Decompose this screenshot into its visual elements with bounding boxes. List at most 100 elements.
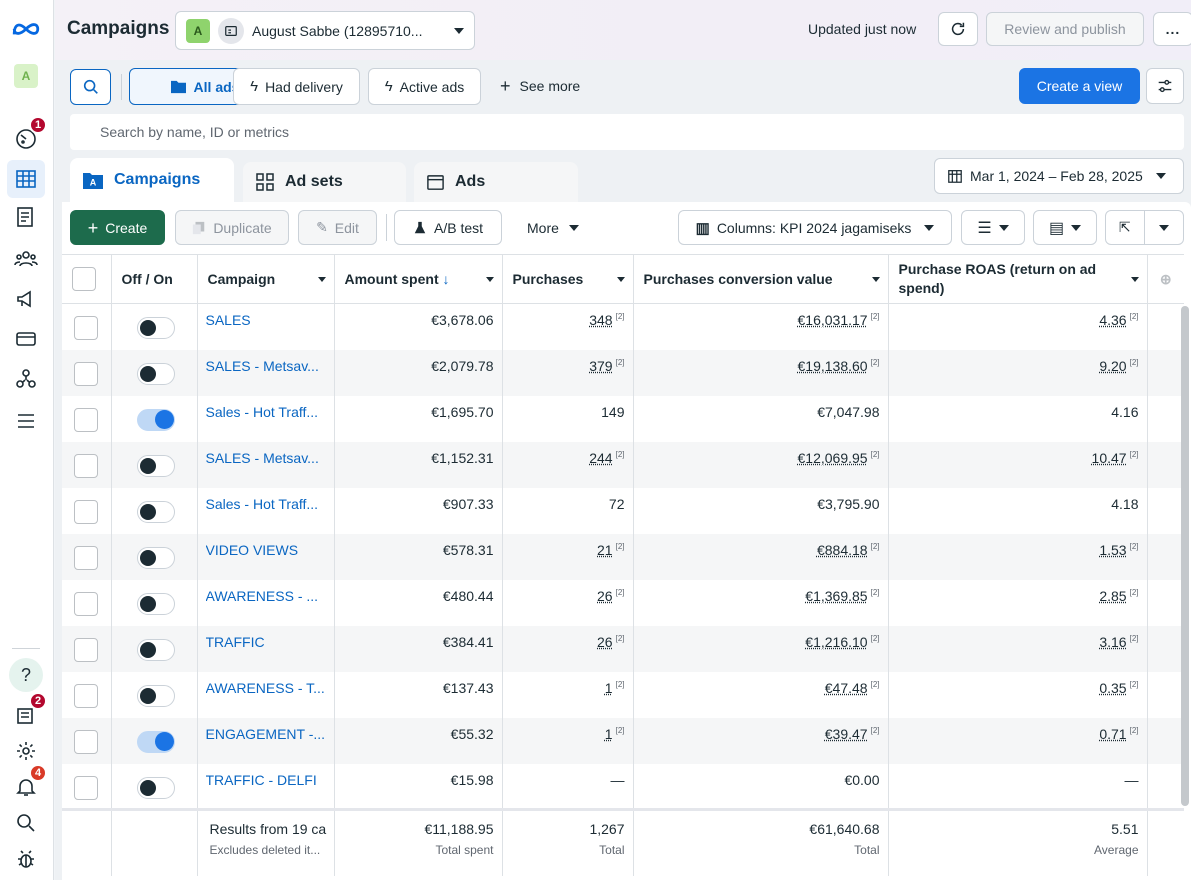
create-button[interactable]: + Create: [70, 210, 165, 245]
pages-icon[interactable]: [7, 198, 45, 236]
header-purchases[interactable]: Purchases: [502, 255, 633, 304]
campaign-name-link[interactable]: TRAFFIC: [206, 634, 326, 650]
campaign-name-link[interactable]: VIDEO VIEWS: [206, 542, 326, 558]
purchases-value[interactable]: 21: [597, 542, 613, 558]
purchases-value[interactable]: 26: [597, 588, 613, 604]
table-row[interactable]: Sales - Hot Traff... €907.33 72 €3,795.90 4.…: [62, 488, 1184, 534]
purchases-value[interactable]: 26: [597, 634, 613, 650]
more-actions-button[interactable]: More: [527, 220, 579, 236]
campaign-toggle[interactable]: [137, 731, 175, 753]
refresh-button[interactable]: [938, 12, 978, 46]
campaign-name-link[interactable]: Sales - Hot Traff...: [206, 496, 326, 512]
search-toggle-button[interactable]: [70, 69, 111, 105]
campaign-toggle[interactable]: [137, 547, 175, 569]
review-publish-button[interactable]: Review and publish: [986, 12, 1144, 46]
inbox-icon[interactable]: 2: [7, 696, 45, 734]
table-row[interactable]: AWARENESS - T... €137.43 1 [2] €47.48 [2] 0.35…: [62, 672, 1184, 718]
table-scrollbar[interactable]: [1181, 306, 1189, 806]
create-view-button[interactable]: Create a view: [1019, 68, 1140, 104]
export-button[interactable]: ⇱: [1105, 210, 1184, 245]
header-roas[interactable]: Purchase ROAS (return on ad spend): [888, 255, 1147, 304]
header-amount-spent[interactable]: Amount spent ↓: [334, 255, 502, 304]
row-checkbox[interactable]: [74, 592, 98, 616]
conversion-value[interactable]: €19,138.60: [798, 358, 868, 374]
billing-card-icon[interactable]: [7, 320, 45, 358]
campaign-name-link[interactable]: SALES - Metsav...: [206, 450, 326, 466]
row-checkbox[interactable]: [74, 500, 98, 524]
roas-value[interactable]: 0.35: [1099, 680, 1126, 696]
purchases-value[interactable]: 1: [605, 726, 613, 742]
columns-selector[interactable]: ▥ Columns: KPI 2024 jagamiseks: [678, 210, 952, 245]
tab-ads[interactable]: Ads: [414, 162, 578, 202]
row-checkbox[interactable]: [74, 454, 98, 478]
add-column-icon[interactable]: ⊕: [1147, 255, 1184, 304]
purchases-value[interactable]: 244: [589, 450, 612, 466]
edit-button[interactable]: ✎ Edit: [298, 210, 377, 245]
row-checkbox[interactable]: [74, 684, 98, 708]
campaign-name-link[interactable]: SALES - Metsav...: [206, 358, 326, 374]
filter-settings-button[interactable]: [1146, 68, 1184, 104]
select-all-checkbox[interactable]: [72, 267, 96, 291]
header-off-on[interactable]: Off / On: [111, 255, 197, 304]
row-checkbox[interactable]: [74, 362, 98, 386]
conversion-value[interactable]: €16,031.17: [798, 312, 868, 328]
more-options-button[interactable]: ...: [1153, 12, 1191, 46]
audiences-icon[interactable]: [7, 240, 45, 278]
reports-button[interactable]: ▤: [1033, 210, 1097, 245]
campaign-name-link[interactable]: AWARENESS - ...: [206, 588, 326, 604]
search-icon[interactable]: [7, 804, 45, 842]
campaigns-grid-icon[interactable]: [7, 160, 45, 198]
campaign-name-link[interactable]: Sales - Hot Traff...: [206, 404, 326, 420]
see-more-button[interactable]: + See more: [500, 78, 580, 94]
roas-value[interactable]: 10.47: [1092, 450, 1127, 466]
campaign-toggle[interactable]: [137, 593, 175, 615]
table-row[interactable]: SALES €3,678.06 348 [2] €16,031.17 [2] 4.36 [2]: [62, 304, 1184, 350]
breakdown-button[interactable]: ☰: [961, 210, 1025, 245]
conversion-value[interactable]: €1,369.85: [805, 588, 867, 604]
header-conversion-value[interactable]: Purchases conversion value: [633, 255, 888, 304]
tab-campaigns[interactable]: A Campaigns: [70, 158, 234, 202]
purchases-value[interactable]: 379: [589, 358, 612, 374]
menu-icon[interactable]: [7, 402, 45, 440]
row-checkbox[interactable]: [74, 638, 98, 662]
roas-value[interactable]: 9.20: [1099, 358, 1126, 374]
gauge-icon[interactable]: 1: [7, 120, 45, 158]
bell-icon[interactable]: 4: [7, 768, 45, 806]
roas-value[interactable]: 4.36: [1099, 312, 1126, 328]
row-checkbox[interactable]: [74, 730, 98, 754]
campaign-toggle[interactable]: [137, 317, 175, 339]
row-checkbox[interactable]: [74, 546, 98, 570]
campaign-toggle[interactable]: [137, 363, 175, 385]
megaphone-icon[interactable]: [7, 280, 45, 318]
purchases-value[interactable]: 348: [589, 312, 612, 328]
table-row[interactable]: TRAFFIC €384.41 26 [2] €1,216.10 [2] 3.16 [2]: [62, 626, 1184, 672]
campaign-toggle[interactable]: [137, 455, 175, 477]
help-icon[interactable]: ?: [9, 658, 43, 692]
conversion-value[interactable]: €47.48: [825, 680, 868, 696]
roas-value[interactable]: 3.16: [1099, 634, 1126, 650]
campaign-name-link[interactable]: SALES: [206, 312, 326, 328]
row-checkbox[interactable]: [74, 316, 98, 340]
table-row[interactable]: SALES - Metsav... €2,079.78 379 [2] €19,138.…: [62, 350, 1184, 396]
table-row[interactable]: VIDEO VIEWS €578.31 21 [2] €884.18 [2] 1.53 [2]: [62, 534, 1184, 580]
tab-ad-sets[interactable]: Ad sets: [243, 162, 406, 202]
bug-report-icon[interactable]: [7, 840, 45, 878]
network-icon[interactable]: [7, 360, 45, 398]
active-ads-filter[interactable]: ϟ Active ads: [368, 68, 481, 105]
conversion-value[interactable]: €39.47: [825, 726, 868, 742]
campaign-name-link[interactable]: AWARENESS - T...: [206, 680, 326, 696]
meta-logo-icon[interactable]: [7, 10, 45, 48]
table-row[interactable]: AWARENESS - ... €480.44 26 [2] €1,369.85 [2] 2…: [62, 580, 1184, 626]
campaign-toggle[interactable]: [137, 501, 175, 523]
account-avatar[interactable]: A: [14, 64, 38, 88]
conversion-value[interactable]: €1,216.10: [805, 634, 867, 650]
table-row[interactable]: ENGAGEMENT -... €55.32 1 [2] €39.47 [2] 0.71 [2…: [62, 718, 1184, 764]
roas-value[interactable]: 1.53: [1099, 542, 1126, 558]
conversion-value[interactable]: €12,069.95: [798, 450, 868, 466]
roas-value[interactable]: 0.71: [1099, 726, 1126, 742]
campaign-name-link[interactable]: ENGAGEMENT -...: [206, 726, 326, 742]
account-selector[interactable]: A August Sabbe (12895710...: [175, 11, 475, 50]
conversion-value[interactable]: €884.18: [817, 542, 868, 558]
roas-value[interactable]: 2.85: [1099, 588, 1126, 604]
campaign-name-link[interactable]: TRAFFIC - DELFI: [206, 772, 326, 788]
